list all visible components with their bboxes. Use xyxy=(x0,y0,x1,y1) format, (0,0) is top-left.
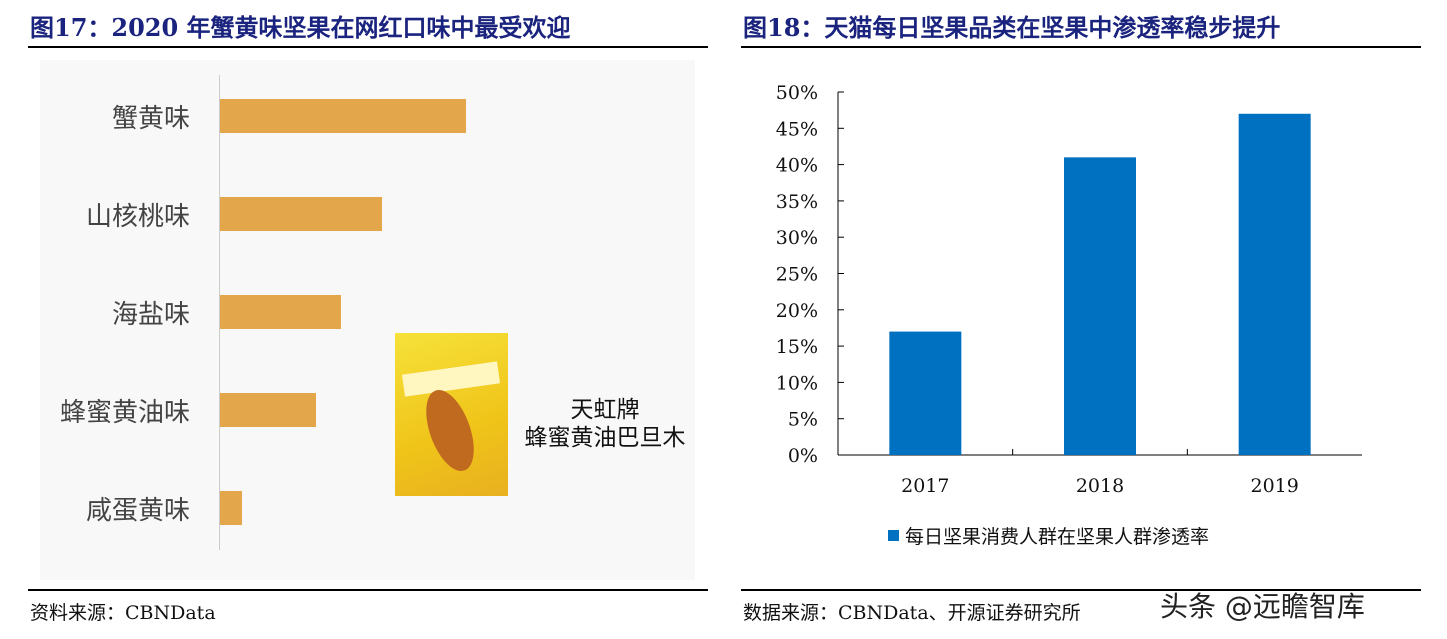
y-tick-label: 15% xyxy=(776,336,818,358)
bar-山核桃味 xyxy=(220,197,383,231)
legend-swatch xyxy=(888,530,899,541)
y-tick-label: 0% xyxy=(788,445,818,467)
category-label: 蟹黄味 xyxy=(111,104,190,134)
y-tick-label: 25% xyxy=(776,264,818,286)
x-tick-label: 2017 xyxy=(901,475,949,497)
right-chart: 0% 5% 10% 15% 20% 25% 30% 35% 40% 45% 50% 2017 2018 2… xyxy=(776,82,1362,497)
product-image xyxy=(395,333,508,496)
right-title-rule xyxy=(741,46,1421,48)
x-tick-label: 2019 xyxy=(1250,475,1298,497)
watermark: 头条 @远瞻智库 xyxy=(1160,590,1365,623)
legend: 每日坚果消费人群在坚果人群渗透率 xyxy=(888,522,1209,549)
bar-海盐味 xyxy=(220,295,341,329)
category-label: 咸蛋黄味 xyxy=(85,496,190,526)
bar-2018 xyxy=(1064,157,1136,455)
y-tick-label: 5% xyxy=(788,409,818,431)
category-label: 海盐味 xyxy=(111,300,190,330)
product-label-brand: 天虹牌 xyxy=(570,397,640,423)
right-chart-title: 图18：天猫每日坚果品类在坚果中渗透率稳步提升 xyxy=(743,13,1281,42)
product-label-name: 蜂蜜黄油巴旦木 xyxy=(524,425,686,451)
y-tick-label: 45% xyxy=(776,118,818,140)
right-source-rule xyxy=(741,589,1421,591)
left-title-rule xyxy=(28,46,708,48)
left-source: 资料来源：CBNData xyxy=(30,602,216,624)
bar-2017 xyxy=(889,331,962,455)
legend-label: 每日坚果消费人群在坚果人群渗透率 xyxy=(905,526,1210,548)
x-tick-label: 2018 xyxy=(1076,475,1124,497)
category-label: 山核桃味 xyxy=(85,202,190,232)
y-tick-label: 50% xyxy=(776,82,818,104)
left-source-rule xyxy=(28,589,708,591)
y-tick-label: 30% xyxy=(776,227,818,249)
bar-蟹黄味 xyxy=(220,99,466,133)
left-axis-line xyxy=(219,75,220,550)
left-chart: 天虹牌 蜂蜜黄油巴旦木 蟹黄味山核桃味海盐味蜂蜜黄油味咸蛋黄味 xyxy=(40,60,695,580)
bar-2019 xyxy=(1238,113,1311,455)
y-tick-label: 40% xyxy=(776,155,818,177)
right-source: 数据来源：CBNData、开源证券研究所 xyxy=(743,602,1081,624)
y-tick-label: 35% xyxy=(776,191,818,213)
y-tick-label: 20% xyxy=(776,300,818,322)
y-tick-label: 10% xyxy=(776,372,818,394)
category-label: 蜂蜜黄油味 xyxy=(59,398,190,428)
bar-咸蛋黄味 xyxy=(220,491,243,525)
bar-蜂蜜黄油味 xyxy=(220,393,316,427)
left-chart-title: 图17：2020 年蟹黄味坚果在网红口味中最受欢迎 xyxy=(30,13,571,42)
